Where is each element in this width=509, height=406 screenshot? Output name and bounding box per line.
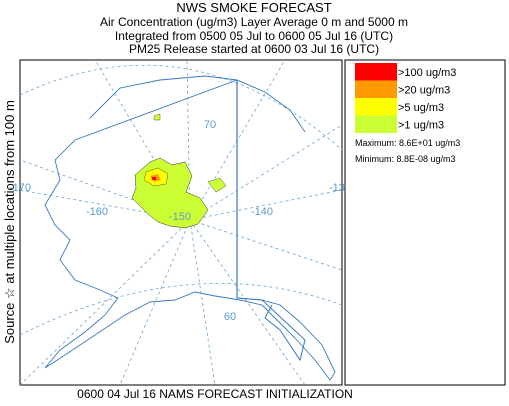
- grid-label: -160: [86, 206, 108, 218]
- grid-label: -140: [251, 206, 273, 218]
- title: NWS SMOKE FORECAST: [176, 0, 331, 15]
- legend-label: >1 ug/m3: [398, 120, 444, 132]
- grid-label: -170: [9, 182, 31, 194]
- legend-swatch: [355, 80, 397, 98]
- subtitle: PM25 Release started at 0600 03 Jul 16 (…: [129, 42, 379, 56]
- graticule: [19, 59, 343, 386]
- subtitle: Integrated from 0500 05 Jul to 0600 05 J…: [115, 29, 393, 43]
- legend-swatch: [355, 115, 397, 133]
- legend-swatch: [355, 63, 397, 81]
- legend-maximum: Maximum: 8.6E+01 ug/m3: [355, 138, 460, 148]
- smoke-plume: [152, 177, 156, 180]
- grid-label: 60: [224, 311, 236, 323]
- graticule: [19, 283, 343, 336]
- legend-label: >5 ug/m3: [398, 102, 444, 114]
- footer: 0600 04 Jul 16 NAMS FORECAST INITIALIZAT…: [77, 387, 353, 401]
- side-label: Source ☆ at multiple locations from 100 …: [2, 100, 17, 344]
- smoke-plume: [207, 177, 227, 193]
- legend-minimum: Minimum: 8.8E-08 ug/m3: [355, 154, 456, 164]
- grid-label: -150: [169, 211, 191, 223]
- legend-label: >20 ug/m3: [398, 85, 450, 97]
- border: [236, 297, 306, 362]
- legend-label: >100 ug/m3: [398, 67, 456, 79]
- smoke-plume: [153, 113, 161, 121]
- subtitle: Air Concentration (ug/m3) Layer Average …: [100, 15, 408, 29]
- grid-label: 70: [204, 119, 216, 131]
- legend-swatch: [355, 98, 397, 116]
- graticule: [19, 64, 343, 151]
- coastline: [44, 75, 336, 381]
